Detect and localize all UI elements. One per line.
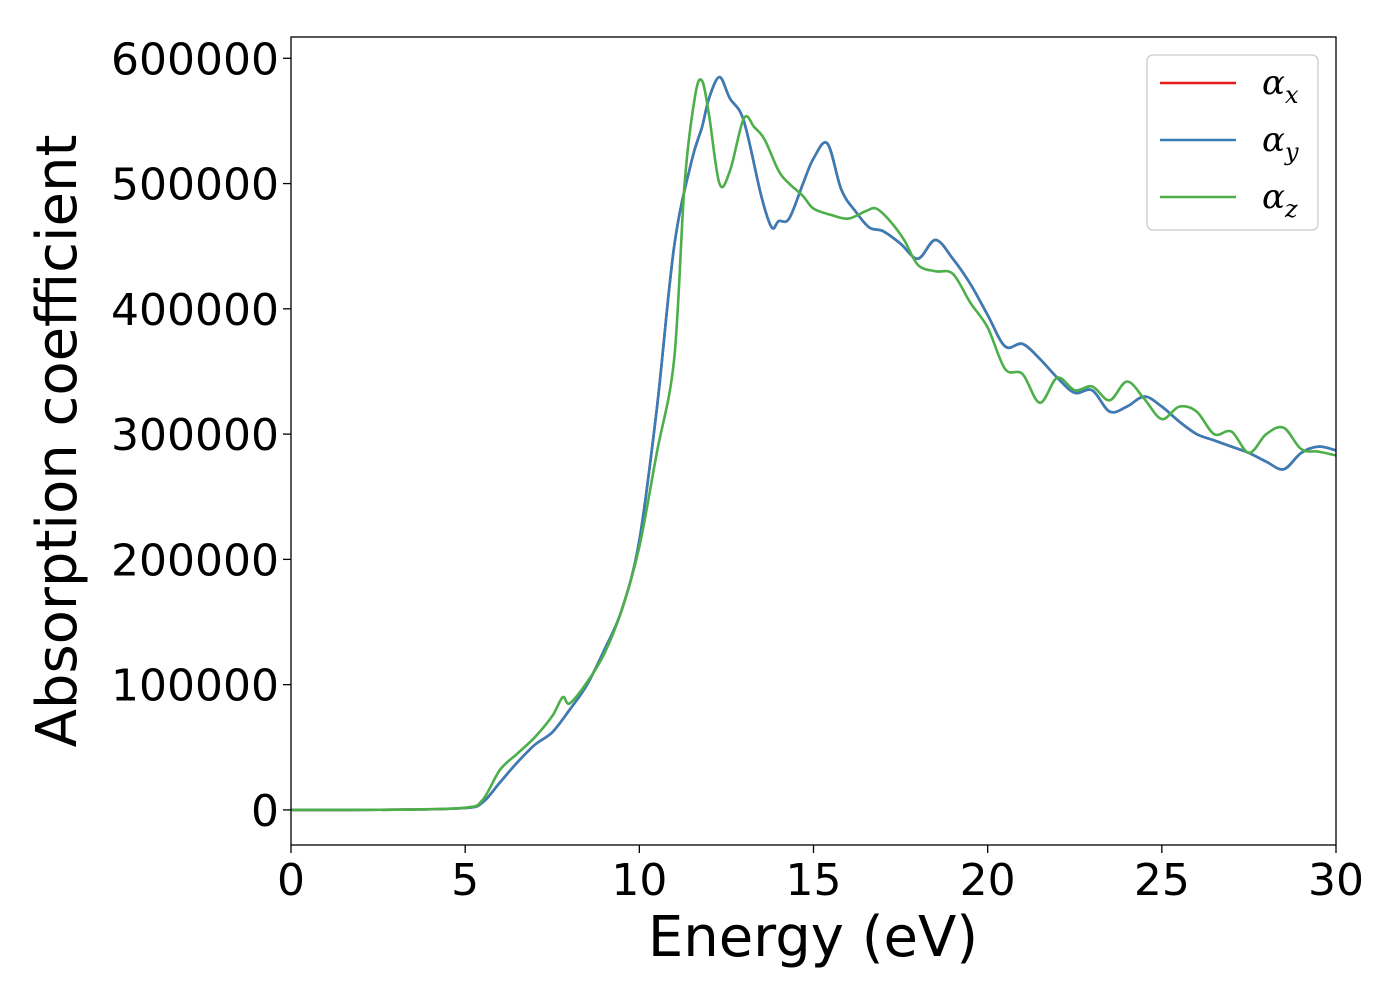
- legend-box: [1146, 54, 1319, 231]
- legend-label-z: αz: [1262, 177, 1298, 223]
- x-axis-title: Energy (eV): [648, 905, 978, 970]
- x-tick-label: 10: [611, 855, 667, 906]
- legend-symbol: α: [1262, 63, 1285, 103]
- legend-subscript: x: [1285, 81, 1299, 109]
- y-tick-label: 0: [251, 786, 279, 837]
- legend-symbol: α: [1262, 120, 1285, 160]
- x-axis: 0 5 10 15 20 25 30: [277, 845, 1364, 906]
- y-tick-label: 500000: [111, 160, 279, 211]
- legend-subscript: z: [1284, 195, 1298, 223]
- legend-label-x: αx: [1262, 63, 1299, 109]
- legend-symbol: α: [1262, 177, 1285, 217]
- y-tick-label: 100000: [111, 661, 279, 712]
- x-tick-label: 0: [277, 855, 305, 906]
- series-group: [291, 75, 1336, 812]
- y-axis-title: Absorption coefficient: [25, 135, 90, 748]
- x-tick-label: 30: [1308, 855, 1364, 906]
- x-tick-label: 5: [451, 855, 479, 906]
- legend-label-y: αy: [1262, 120, 1299, 166]
- x-tick-label: 20: [960, 855, 1016, 906]
- x-tick-label: 15: [786, 855, 842, 906]
- y-tick-label: 300000: [111, 410, 279, 461]
- y-tick-label: 600000: [111, 34, 279, 85]
- y-tick-label: 200000: [111, 535, 279, 586]
- series-line-z: [291, 78, 1336, 812]
- x-tick-label: 25: [1134, 855, 1190, 906]
- y-axis: 0 100000 200000 300000 400000 500000 600000: [111, 34, 291, 837]
- y-tick-label: 400000: [111, 285, 279, 336]
- legend-subscript: y: [1284, 138, 1299, 166]
